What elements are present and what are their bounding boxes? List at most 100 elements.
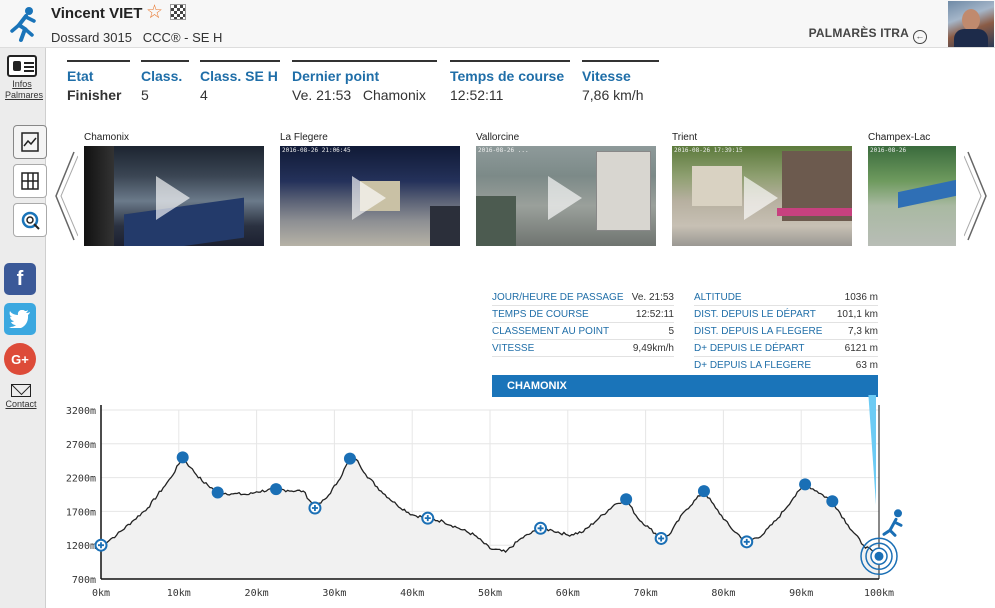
checkpoint-details-right: ALTITUDE 1036 m DIST. DEPUIS LE DÉPART 101…: [694, 289, 878, 374]
detail-value: 63 m: [855, 360, 878, 371]
runner-name: Vincent VIET: [51, 5, 143, 22]
stat-header: Dernier point: [292, 68, 380, 84]
webcam-thumb-trient[interactable]: Trient 2016-08-26 17:39:15: [672, 132, 852, 246]
detail-key: CLASSEMENT AU POINT: [492, 325, 610, 337]
x-tick-label: 20km: [245, 588, 269, 599]
x-tick-label: 80km: [711, 588, 735, 599]
stat-value: Finisher: [67, 87, 122, 103]
detail-row: VITESSE 9,49km/h: [492, 340, 674, 357]
runner-body: [882, 517, 903, 537]
webcam-gallery: Chamonix La Flegere 2016-08-26 21:06:45 …: [50, 132, 995, 250]
stat-vitesse: Vitesse 7,86 km/h: [582, 60, 659, 103]
play-icon: [156, 176, 190, 220]
stat-header: Temps de course: [450, 68, 565, 84]
facebook-icon[interactable]: f: [4, 263, 36, 295]
y-tick-label: 700m: [72, 575, 96, 586]
detail-value: 5: [668, 325, 674, 337]
marker-cross: [311, 505, 318, 512]
detail-key: VITESSE: [492, 342, 535, 354]
play-icon: [548, 176, 582, 220]
detail-value: 6121 m: [844, 342, 878, 354]
detail-row: JOUR/HEURE DE PASSAGE Ve. 21:53: [492, 289, 674, 306]
elevation-area: [101, 457, 879, 579]
x-tick-label: 70km: [634, 588, 658, 599]
marker-cross: [424, 515, 431, 522]
checkpoint-marker: [94, 538, 108, 552]
target-center: [874, 551, 884, 561]
webcam-caption: Chamonix: [84, 132, 130, 143]
webcam-thumb-chamonix[interactable]: Chamonix: [84, 132, 264, 246]
checkpoint-marker: [740, 535, 754, 549]
palmares-itra-label: PALMARÈS ITRA: [808, 26, 909, 40]
detail-row: TEMPS DE COURSE 12:52:11: [492, 306, 674, 323]
stat-value: 7,86 km/h: [582, 87, 644, 103]
left-sidebar: Infos Palmares f t G+ Contact: [0, 48, 47, 608]
palmares-itra-link[interactable]: PALMARÈS ITRA ←: [809, 26, 927, 44]
checkpoint-marker: [343, 452, 356, 465]
detail-row: DIST. DEPUIS LA FLEGERE 7,3 km: [694, 323, 878, 340]
checkpoint-marker: [270, 483, 283, 496]
webcam-thumb-la-flegere[interactable]: La Flegere 2016-08-26 21:06:45: [280, 132, 460, 246]
stat-value: 12:52:11: [450, 87, 504, 103]
id-card-icon: [7, 55, 37, 77]
star-icon[interactable]: ☆: [146, 2, 164, 23]
stat-value: 4: [200, 87, 208, 103]
bib-and-race: Dossard 3015 CCC® - SE H: [51, 30, 223, 45]
webcam-image: [84, 146, 264, 246]
x-tick-label: 100km: [864, 588, 894, 599]
avatar[interactable]: [948, 1, 994, 47]
webcam-image: 2016-08-26 21:06:45: [280, 146, 460, 246]
target-ring: [860, 537, 898, 576]
checkpoint-marker: [534, 521, 548, 535]
stat-class: Class. 5: [141, 60, 189, 103]
detail-value: 12:52:11: [635, 308, 674, 320]
y-tick-label: 2700m: [66, 440, 96, 451]
x-tick-label: 60km: [556, 588, 580, 599]
axis-ticks: 0km 10km 20km 30km 40km 50km 60km 70km 80km 90km 1…: [66, 406, 894, 599]
target-ring: [865, 542, 893, 571]
x-tick-label: 40km: [400, 588, 424, 599]
twitter-icon[interactable]: t: [4, 303, 36, 335]
y-tick-label: 3200m: [66, 406, 96, 417]
detail-value: 1036 m: [844, 291, 878, 303]
webcam-timestamp: 2016-08-26 ...: [478, 147, 529, 154]
google-plus-icon[interactable]: G+: [4, 343, 36, 375]
marker-cross: [658, 535, 665, 542]
detail-key: D+ DEPUIS LE DÉPART: [694, 342, 805, 354]
stat-value: Ve. 21:53 Chamonix: [292, 87, 426, 103]
circle-arrow-icon: ←: [913, 30, 927, 44]
stat-header: Vitesse: [582, 68, 631, 84]
checkpoint-marker: [211, 486, 224, 499]
marker-cross: [537, 525, 544, 532]
refresh-magnifier-icon: [21, 211, 40, 230]
detail-key: D+ DEPUIS LA FLEGERE: [694, 360, 811, 371]
stat-header: Class.: [141, 68, 183, 84]
webcam-thumb-champex-lac[interactable]: Champex-Lac 2016-08-26: [868, 132, 956, 246]
elevation-profile-chart[interactable]: 0km 10km 20km 30km 40km 50km 60km 70km 80km 90km 1…: [50, 395, 995, 608]
detail-row: D+ DEPUIS LE DÉPART 6121 m: [694, 340, 878, 357]
checkpoint-marker: [421, 511, 435, 525]
y-tick-label: 1700m: [66, 507, 96, 518]
stat-value: 5: [141, 87, 149, 103]
chevron-right-icon[interactable]: [964, 150, 990, 242]
contact-link[interactable]: Contact: [4, 384, 38, 410]
x-tick-label: 30km: [322, 588, 346, 599]
webcam-timestamp: 2016-08-26 21:06:45: [282, 147, 351, 154]
webcam-caption: Vallorcine: [476, 132, 520, 143]
y-tick-label: 1200m: [66, 541, 96, 552]
detail-key: DIST. DEPUIS LE DÉPART: [694, 308, 816, 320]
chevron-left-icon[interactable]: [52, 150, 78, 242]
live-button[interactable]: [13, 203, 47, 237]
detail-row: DIST. DEPUIS LE DÉPART 101,1 km: [694, 306, 878, 323]
detail-row: D+ DEPUIS LA FLEGERE 63 m: [694, 357, 878, 374]
webcam-thumb-vallorcine[interactable]: Vallorcine 2016-08-26 ...: [476, 132, 656, 246]
table-button[interactable]: [13, 164, 47, 198]
infos-palmares-link[interactable]: Infos Palmares: [5, 55, 43, 101]
contact-label: Contact: [5, 399, 37, 409]
profile-chart-button[interactable]: [13, 125, 47, 159]
envelope-icon: [11, 384, 31, 397]
webcam-timestamp: 2016-08-26: [870, 147, 907, 154]
webcam-image: 2016-08-26 ...: [476, 146, 656, 246]
checkpoint-marker: [308, 501, 322, 515]
stat-etat: Etat Finisher: [67, 60, 130, 103]
